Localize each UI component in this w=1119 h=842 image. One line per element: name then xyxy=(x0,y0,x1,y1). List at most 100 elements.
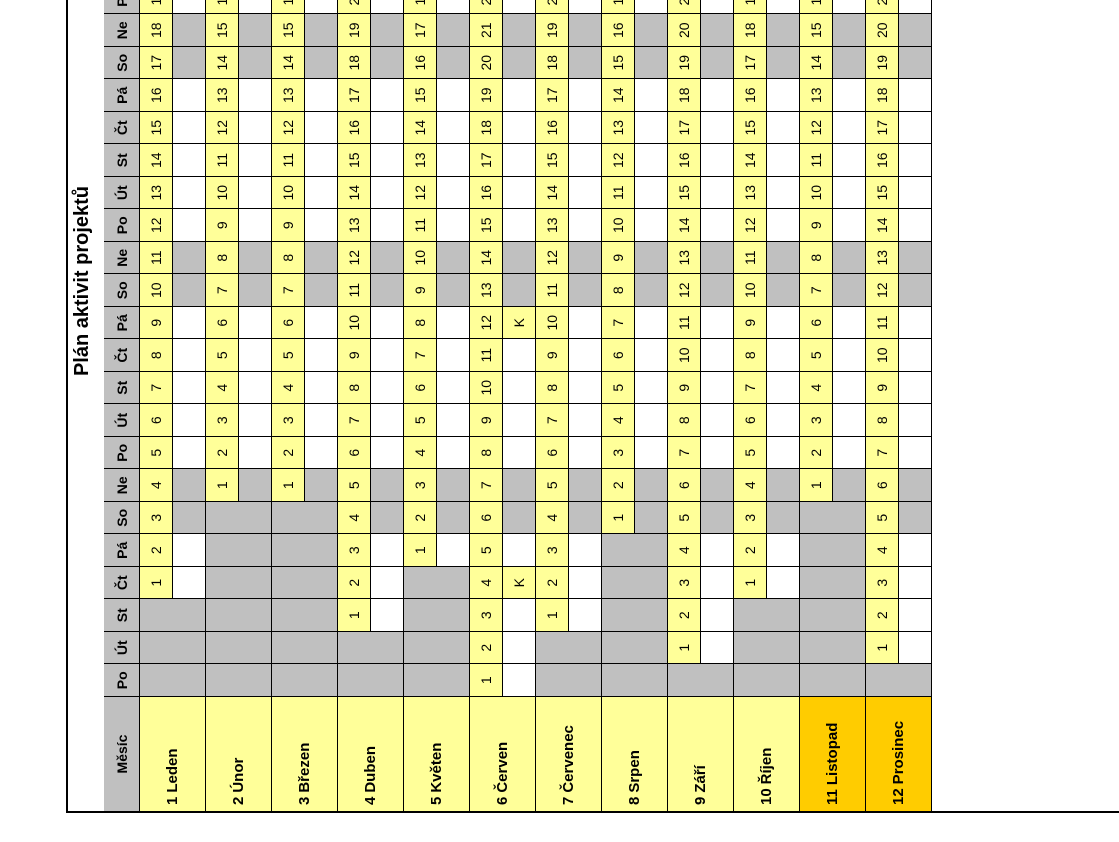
day-number: 5 xyxy=(338,468,371,501)
day-number: 5 xyxy=(602,371,635,404)
day-slot xyxy=(701,208,734,241)
day-slot xyxy=(503,468,536,501)
day-slot xyxy=(569,46,602,79)
day-slot xyxy=(899,241,932,274)
empty-day xyxy=(338,631,404,664)
day-slot xyxy=(239,46,272,79)
day-number: 7 xyxy=(404,338,437,371)
empty-day xyxy=(272,533,338,566)
day-number: 12 xyxy=(668,273,701,306)
day-slot xyxy=(503,78,536,111)
day-number: 15 xyxy=(206,13,239,46)
day-number: 16 xyxy=(536,111,569,144)
day-slot xyxy=(371,501,404,534)
day-slot xyxy=(437,403,470,436)
empty-day xyxy=(272,566,338,599)
day-slot xyxy=(305,208,338,241)
day-number: 15 xyxy=(404,78,437,111)
day-slot xyxy=(503,143,536,176)
day-slot xyxy=(371,273,404,306)
day-number: 13 xyxy=(206,78,239,111)
month-number: 3 xyxy=(296,796,313,805)
month-cell: 7 Červenec xyxy=(536,696,602,811)
day-number: 8 xyxy=(734,338,767,371)
day-slot xyxy=(173,371,206,404)
day-number: 12 xyxy=(206,111,239,144)
day-number: 4 xyxy=(206,371,239,404)
day-slot xyxy=(503,111,536,144)
day-slot xyxy=(173,78,206,111)
day-number: 19 xyxy=(338,13,371,46)
day-number: 9 xyxy=(800,208,833,241)
day-slot xyxy=(569,468,602,501)
day-slot xyxy=(173,501,206,534)
day-slot xyxy=(701,176,734,209)
empty-day xyxy=(404,566,470,599)
day-number: 10 xyxy=(602,208,635,241)
day-number: 19 xyxy=(140,0,173,14)
day-number: 20 xyxy=(536,0,569,14)
day-number: 10 xyxy=(404,241,437,274)
day-slot xyxy=(305,78,338,111)
month-name: Květen xyxy=(428,742,445,793)
empty-day xyxy=(866,663,932,696)
day-number: 19 xyxy=(536,13,569,46)
day-number: 2 xyxy=(866,598,899,631)
month-number: 6 xyxy=(494,796,511,805)
day-slot xyxy=(173,208,206,241)
day-slot xyxy=(437,0,470,14)
day-slot xyxy=(767,46,800,79)
day-number: 16 xyxy=(734,78,767,111)
day-slot xyxy=(701,501,734,534)
day-slot xyxy=(239,273,272,306)
day-number: 2 xyxy=(206,436,239,469)
day-number: 9 xyxy=(272,208,305,241)
day-slot xyxy=(899,403,932,436)
day-slot xyxy=(569,598,602,631)
day-slot xyxy=(239,241,272,274)
day-slot xyxy=(239,78,272,111)
day-slot xyxy=(503,501,536,534)
day-number: 14 xyxy=(338,176,371,209)
day-slot xyxy=(701,0,734,14)
day-slot xyxy=(305,143,338,176)
day-slot xyxy=(635,241,668,274)
month-number: 9 xyxy=(692,796,709,805)
day-number: 4 xyxy=(800,371,833,404)
empty-day xyxy=(536,631,602,664)
day-number: 21 xyxy=(668,0,701,14)
day-slot xyxy=(239,0,272,14)
header-day: Po xyxy=(104,208,140,241)
day-number: 7 xyxy=(338,403,371,436)
empty-day xyxy=(734,663,800,696)
day-number: 11 xyxy=(272,143,305,176)
day-number: 3 xyxy=(206,403,239,436)
day-slot xyxy=(767,306,800,339)
day-number: 6 xyxy=(140,403,173,436)
header-day: Pá xyxy=(104,78,140,111)
day-number: 13 xyxy=(536,208,569,241)
day-number: 14 xyxy=(668,208,701,241)
day-slot xyxy=(305,306,338,339)
header-day: So xyxy=(104,501,140,534)
header-day: Čt xyxy=(104,566,140,599)
day-number: 5 xyxy=(272,338,305,371)
header-day: Út xyxy=(104,631,140,664)
day-slot xyxy=(569,566,602,599)
day-number: 20 xyxy=(866,13,899,46)
empty-day xyxy=(800,663,866,696)
day-slot xyxy=(899,208,932,241)
day-number: 14 xyxy=(602,78,635,111)
day-slot xyxy=(767,566,800,599)
month-cell: 6 Červen xyxy=(470,696,536,811)
day-number: 18 xyxy=(140,13,173,46)
day-slot xyxy=(371,371,404,404)
day-number: 18 xyxy=(668,78,701,111)
day-number: 13 xyxy=(404,143,437,176)
day-slot xyxy=(899,306,932,339)
day-number: 12 xyxy=(866,273,899,306)
day-slot xyxy=(635,111,668,144)
day-slot xyxy=(503,13,536,46)
day-number: 2 xyxy=(338,566,371,599)
day-number: 9 xyxy=(140,306,173,339)
